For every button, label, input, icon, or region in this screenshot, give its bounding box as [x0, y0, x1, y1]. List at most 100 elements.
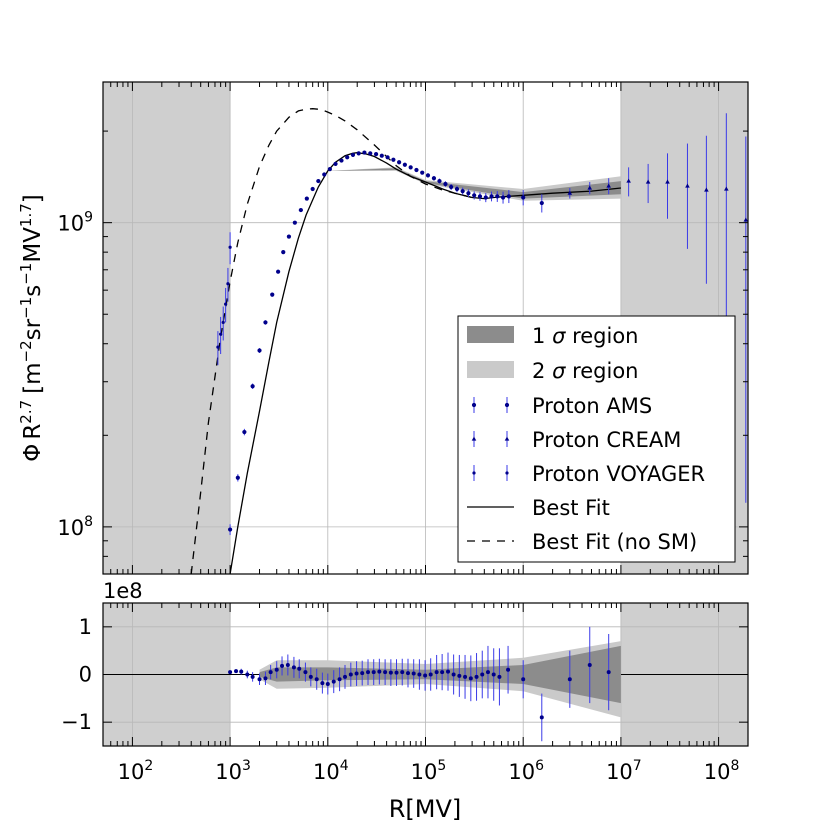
x-tick-label-1e2: 102 [118, 758, 154, 784]
ams-point [339, 158, 344, 163]
legend-marker-voyager [472, 465, 509, 481]
res-point [440, 670, 445, 675]
ams-point [495, 194, 500, 199]
ams-point [414, 167, 419, 173]
res-point [506, 667, 511, 672]
y-axis-label: ΦR2.7[m−2sr−1s−1MV1.7] [17, 194, 46, 462]
res-point [606, 670, 611, 675]
fit-lines [190, 108, 621, 574]
ams-point [466, 191, 471, 196]
voyager-point [226, 282, 230, 286]
y-tick-label-1e8: 108 [57, 514, 93, 540]
cream-point [704, 187, 709, 192]
res-point [417, 672, 422, 677]
ams-point [345, 155, 350, 160]
res-point [325, 682, 330, 687]
ams-point [425, 173, 431, 178]
res-point [234, 669, 239, 674]
best-fit-line [229, 151, 621, 574]
legend-label-2sigma: 2 σ region [532, 359, 638, 383]
ams-point [408, 165, 413, 170]
res-point [320, 681, 325, 686]
ams-point [454, 186, 460, 192]
ams-point [310, 186, 315, 192]
res-point [491, 672, 496, 677]
residuals-ticks [102, 603, 749, 746]
cream-point [567, 190, 573, 195]
ams-point [250, 384, 255, 389]
cream-point [724, 186, 729, 191]
x-tick-label-1e8: 108 [704, 758, 740, 784]
res-point [428, 672, 433, 677]
res-point [280, 663, 285, 668]
ams-point [270, 292, 275, 297]
res-point [285, 662, 290, 667]
ams-point [368, 151, 373, 156]
res-point [308, 674, 313, 679]
ams-point [521, 195, 526, 200]
voyager-point [224, 302, 228, 306]
ams-point [489, 194, 494, 199]
res-point [343, 674, 348, 679]
ams-point [298, 207, 303, 213]
ams-point [437, 178, 442, 184]
legend-point [504, 436, 510, 441]
res-point [474, 674, 479, 679]
data-points [216, 113, 748, 536]
ams-point [539, 200, 544, 206]
ams-point [235, 475, 240, 480]
ams-point [350, 152, 356, 158]
voyager-point [221, 320, 225, 325]
legend-label-fit: Best Fit [532, 496, 610, 520]
res-point [451, 672, 456, 677]
ams-point [431, 176, 437, 181]
res-point [485, 670, 490, 675]
res-y-tick-label-minus1: −1 [61, 710, 92, 734]
res-point [405, 671, 410, 676]
res-point [468, 676, 473, 681]
legend-label-voyager: Proton VOYAGER [532, 462, 705, 486]
band-1sigma [327, 168, 621, 199]
res-point [268, 670, 273, 675]
ams-point [356, 151, 361, 156]
ams-point [362, 150, 367, 155]
residuals-plot-area: 1e8 1 0 −1 102 103 104 105 106 107 108 R… [61, 579, 749, 823]
res-band-1sigma [259, 645, 621, 704]
res-point [497, 674, 502, 679]
voyager-point [216, 345, 220, 349]
cream-point [685, 183, 690, 188]
res-point [383, 670, 388, 675]
ams-point [292, 220, 297, 225]
voyager-point [219, 332, 223, 336]
legend-label-1sigma: 1 σ region [532, 324, 638, 348]
legend-point [504, 402, 510, 408]
res-point [250, 674, 255, 679]
res-point [291, 665, 296, 670]
res-point [446, 669, 451, 674]
legend-point [505, 471, 509, 475]
y-tick-label-1e9: 109 [57, 210, 93, 236]
legend: 1 σ region 2 σ region Proton AMS Proton … [457, 315, 736, 563]
ams-point [286, 234, 292, 239]
res-y-tick-label-0: 0 [79, 663, 92, 687]
res-point [360, 671, 365, 676]
res-point [337, 677, 342, 682]
ams-point [391, 157, 396, 162]
ams-point [242, 429, 247, 435]
legend-point [472, 471, 476, 475]
res-point [587, 662, 592, 667]
ams-point [276, 269, 281, 274]
ams-point [379, 153, 384, 158]
x-tick-label-1e7: 107 [606, 758, 642, 784]
res-point [263, 676, 268, 681]
res-point [274, 667, 279, 672]
main-ticks [102, 82, 749, 575]
res-point [228, 670, 233, 675]
x-tick-label-1e5: 105 [411, 758, 447, 784]
legend-swatch-2sigma [467, 361, 514, 378]
x-tick-label-1e3: 103 [215, 758, 251, 784]
best-fit-no-sm-line [190, 108, 473, 574]
res-point [463, 674, 468, 679]
res-point [377, 669, 382, 674]
